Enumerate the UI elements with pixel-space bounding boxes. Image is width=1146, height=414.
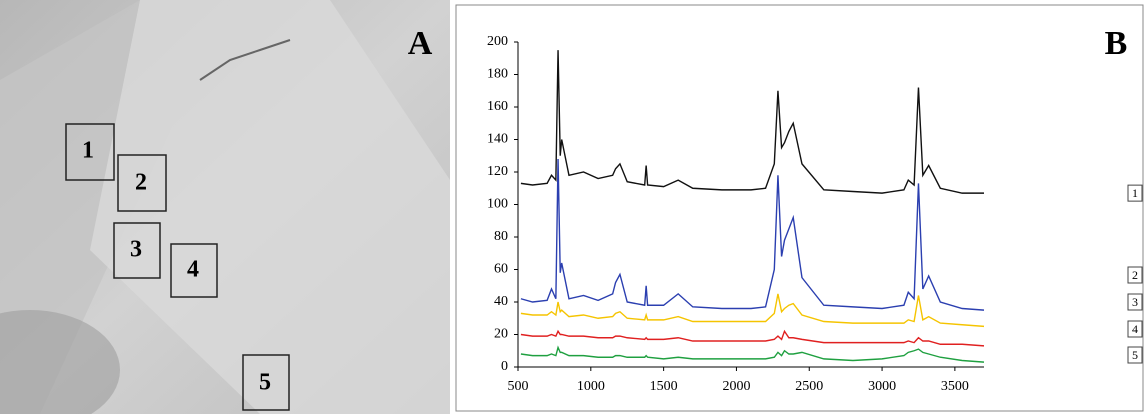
y-tick-label: 100 bbox=[487, 197, 508, 212]
region-label: 4 bbox=[187, 257, 199, 283]
region-label: 1 bbox=[82, 138, 94, 164]
region-box bbox=[113, 222, 161, 279]
panel-a: 1 2 3 4 5 A bbox=[0, 0, 450, 414]
legend-label: 3 bbox=[1132, 295, 1138, 309]
region-label: 5 bbox=[259, 370, 271, 396]
spectrum-line bbox=[520, 50, 984, 194]
fiber-body bbox=[90, 0, 450, 414]
x-tick-label: 1500 bbox=[650, 379, 678, 394]
panel-label: A bbox=[408, 25, 433, 62]
y-tick-label: 20 bbox=[494, 327, 508, 342]
legend-label: 1 bbox=[1132, 186, 1138, 200]
panel-b-frame bbox=[455, 4, 1144, 412]
legend-box bbox=[1127, 293, 1143, 311]
y-tick-label: 40 bbox=[494, 294, 508, 309]
y-tick-label: 80 bbox=[494, 229, 508, 244]
x-tick-label: 3500 bbox=[941, 379, 969, 394]
y-tick-label: 140 bbox=[487, 132, 508, 147]
region-box bbox=[170, 243, 218, 298]
region-label: 2 bbox=[135, 170, 147, 196]
y-tick-label: 0 bbox=[501, 359, 508, 374]
y-tick-label: 160 bbox=[487, 99, 508, 114]
x-tick-label: 2000 bbox=[722, 379, 750, 394]
blob bbox=[0, 310, 120, 414]
spectrum-line bbox=[520, 329, 985, 347]
x-tick-label: 500 bbox=[508, 379, 529, 394]
region-label: 3 bbox=[130, 237, 142, 263]
legend-box bbox=[1127, 184, 1143, 202]
region-box bbox=[117, 154, 167, 212]
y-tick-label: 120 bbox=[487, 164, 508, 179]
legend-label: 5 bbox=[1132, 348, 1138, 362]
x-tick-label: 1000 bbox=[577, 379, 605, 394]
legend-label: 2 bbox=[1132, 268, 1138, 282]
x-tick-label: 3000 bbox=[868, 379, 896, 394]
y-tick-label: 180 bbox=[487, 67, 508, 82]
legend-box bbox=[1127, 266, 1143, 284]
legend-box bbox=[1127, 320, 1143, 338]
x-tick-label: 2500 bbox=[795, 379, 823, 394]
spectrum-line bbox=[520, 293, 985, 328]
y-tick-label: 60 bbox=[494, 262, 508, 277]
y-tick-label: 200 bbox=[487, 34, 508, 49]
legend-box bbox=[1127, 346, 1143, 364]
crack bbox=[199, 39, 291, 81]
region-box bbox=[242, 354, 290, 411]
legend-label: 4 bbox=[1132, 322, 1138, 336]
panel-label: B bbox=[1105, 25, 1128, 62]
spectrum-line bbox=[520, 158, 985, 311]
spectrum-line bbox=[520, 345, 985, 363]
region-box bbox=[65, 123, 115, 181]
